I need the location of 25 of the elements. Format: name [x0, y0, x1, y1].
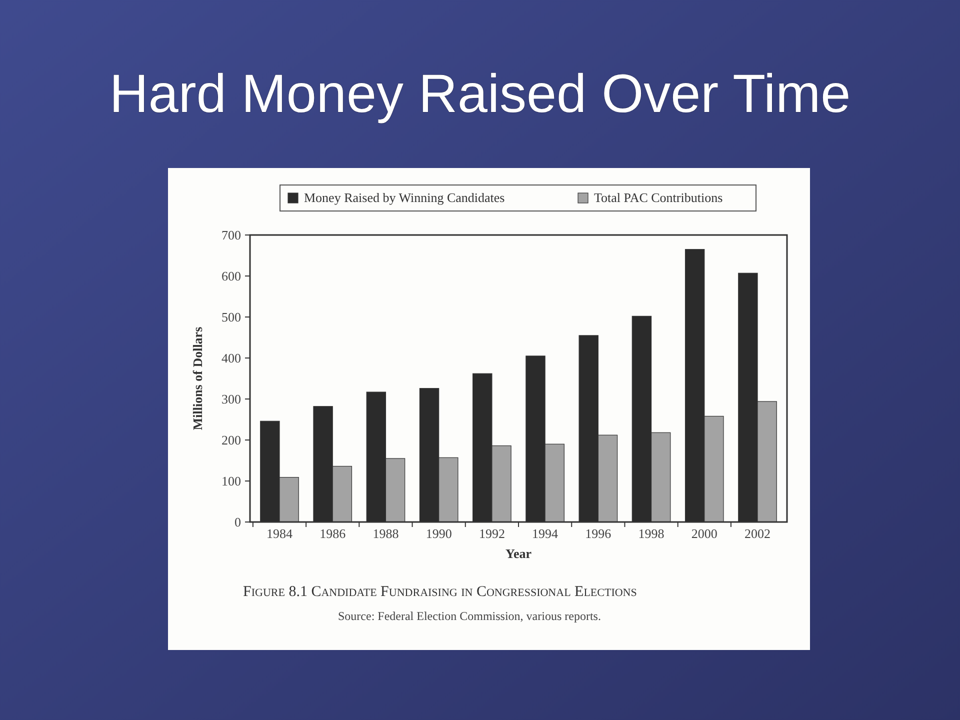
- y-axis-title: Millions of Dollars: [190, 326, 205, 430]
- legend-label: Total PAC Contributions: [594, 190, 723, 205]
- x-tick-label: 1984: [266, 526, 293, 541]
- legend-label: Money Raised by Winning Candidates: [304, 190, 505, 205]
- x-tick-label: 1992: [478, 526, 505, 541]
- y-tick-label: 200: [222, 432, 241, 448]
- y-tick-label: 0: [234, 514, 241, 530]
- x-tick-label: 1990: [426, 526, 452, 541]
- caption: Figure 8.1 Candidate Fundraising in Congressional Elections: [243, 584, 637, 600]
- x-tick-label: 2002: [744, 526, 771, 541]
- x-tick-label: 1988: [372, 526, 399, 541]
- x-tick-label: 2000: [691, 526, 718, 541]
- y-tick-label: 500: [222, 310, 241, 325]
- chart-title: Hard Money Raised Over Time: [109, 64, 851, 124]
- y-tick-label: 300: [222, 392, 241, 407]
- source-note: Source: Federal Election Commission, various reports.: [338, 609, 601, 623]
- y-tick-label: 600: [222, 268, 241, 284]
- x-axis-title: Year: [506, 546, 532, 561]
- x-tick-label: 1986: [320, 526, 346, 541]
- y-tick-label: 700: [222, 228, 241, 243]
- y-tick-label: 100: [222, 474, 241, 489]
- x-tick-label: 1994: [532, 526, 559, 541]
- x-tick-label: 1998: [638, 526, 664, 541]
- x-tick-label: 1996: [585, 526, 612, 541]
- y-tick-label: 400: [222, 350, 241, 366]
